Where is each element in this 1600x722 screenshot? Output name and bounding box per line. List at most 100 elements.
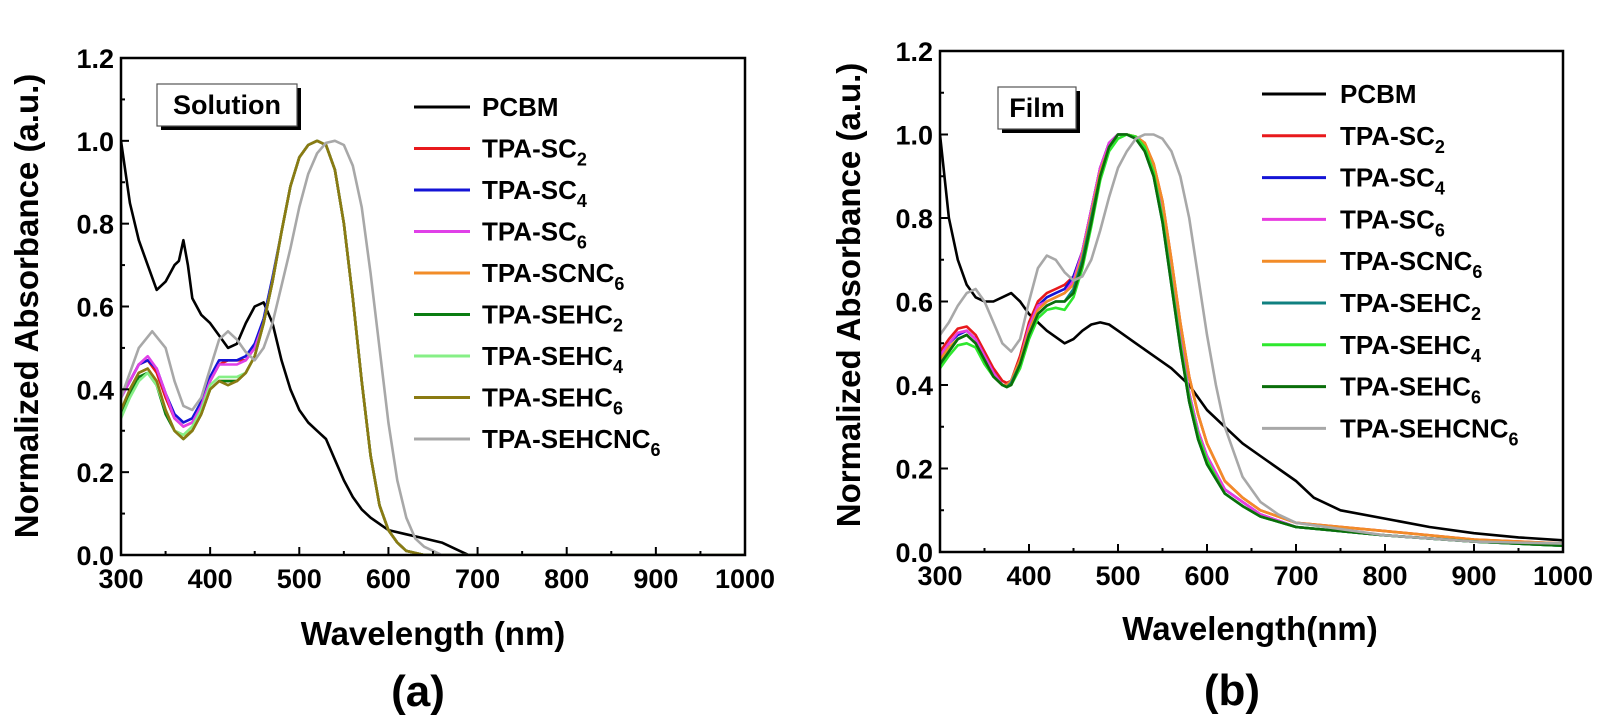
- legend-label-base: PCBM: [482, 92, 559, 122]
- legend-label-base: TPA-SC: [482, 217, 577, 247]
- x-tick-label: 400: [188, 564, 233, 594]
- x-tick-label: 900: [1451, 561, 1496, 591]
- legend-label-base: TPA-SCNC: [482, 258, 615, 288]
- y-tick-label: 0.6: [76, 293, 114, 323]
- series-line-tpa-sehc6: [940, 133, 1563, 547]
- panel-label: (a): [391, 667, 445, 716]
- legend-label: TPA-SEHC4: [1340, 330, 1481, 366]
- y-tick-label: 0.0: [895, 538, 933, 568]
- y-tick-label: 0.4: [76, 375, 114, 405]
- x-tick-label: 300: [98, 564, 143, 594]
- legend-label-base: TPA-SEHCNC: [1340, 413, 1509, 443]
- series-line-tpa-sehc6: [121, 139, 745, 555]
- x-axis-label: Wavelength (nm): [301, 615, 566, 652]
- x-tick-label: 1000: [715, 564, 775, 594]
- legend-label-subscript: 6: [1509, 429, 1519, 449]
- legend-label: PCBM: [482, 92, 559, 122]
- legend-label-subscript: 2: [1471, 304, 1481, 324]
- x-tick-label: 800: [544, 564, 589, 594]
- legend-label-subscript: 4: [613, 357, 623, 377]
- legend-label-base: TPA-SC: [1340, 121, 1435, 151]
- legend-label-base: TPA-SEHC: [1340, 330, 1471, 360]
- y-tick-label: 0.6: [895, 288, 933, 318]
- series-line-tpa-sc6: [121, 139, 745, 555]
- legend-label-base: TPA-SC: [1340, 204, 1435, 234]
- legend-label-subscript: 2: [577, 150, 587, 170]
- legend-label: TPA-SEHCNC6: [482, 424, 661, 460]
- series-line-tpa-sc6: [940, 133, 1563, 547]
- series-line-tpa-scnc6: [121, 139, 745, 555]
- legend-label-base: TPA-SEHC: [1340, 372, 1471, 402]
- y-tick-label: 0.0: [76, 541, 114, 571]
- x-tick-label: 500: [277, 564, 322, 594]
- x-tick-label: 500: [1095, 561, 1140, 591]
- chart-panel-a: 300 400 500 600 700 800 900 1000 0.0 0.2 0.4 0.6 0.8…: [8, 44, 775, 716]
- legend-label: TPA-SEHC4: [482, 341, 623, 377]
- series-line-pcbm: [940, 134, 1563, 542]
- y-axis-label: Normalized Absorbance (a.u.): [830, 63, 867, 528]
- x-tick-label: 800: [1362, 561, 1407, 591]
- legend-label: TPA-SC6: [482, 217, 587, 253]
- legend-label-base: TPA-SCNC: [1340, 246, 1473, 276]
- legend-label: TPA-SEHC2: [1340, 288, 1481, 324]
- series-line-tpa-sc2: [121, 139, 745, 555]
- legend-label-base: TPA-SEHCNC: [482, 424, 651, 454]
- legend-label: TPA-SC4: [1340, 163, 1445, 199]
- y-tick-label: 1.0: [895, 121, 933, 151]
- legend-label-subscript: 6: [1435, 220, 1445, 240]
- y-tick-label: 0.4: [895, 371, 933, 401]
- legend-label-subscript: 6: [613, 399, 623, 419]
- x-tick-label: 600: [366, 564, 411, 594]
- series-line-tpa-sehcnc6: [121, 139, 745, 555]
- y-tick-label: 1.2: [76, 44, 114, 74]
- y-tick-label: 0.2: [76, 458, 114, 488]
- x-tick-label: 900: [633, 564, 678, 594]
- legend-label: TPA-SEHC6: [482, 383, 623, 419]
- y-tick-label: 0.8: [895, 204, 933, 234]
- series-line-tpa-sc4: [121, 139, 745, 555]
- series-line-pcbm: [121, 140, 745, 555]
- legend: PCBMTPA-SC2TPA-SC4TPA-SC6TPA-SCNC6TPA-SE…: [414, 92, 661, 460]
- series-lines: [121, 139, 745, 555]
- series-line-tpa-sehcnc6: [940, 133, 1563, 545]
- legend-label-base: TPA-SC: [482, 134, 577, 164]
- legend-label-subscript: 6: [1472, 262, 1482, 282]
- x-tick-label: 300: [917, 561, 962, 591]
- y-tick-label: 0.2: [895, 455, 933, 485]
- series-lines: [940, 133, 1563, 547]
- x-axis-label: Wavelength(nm): [1122, 610, 1377, 647]
- x-tick-label: 700: [1273, 561, 1318, 591]
- y-axis-label: Normalized Absorbance (a.u.): [8, 74, 45, 539]
- y-tick-label: 0.8: [76, 210, 114, 240]
- legend-label-subscript: 4: [1471, 346, 1481, 366]
- legend-label: TPA-SEHCNC6: [1340, 413, 1519, 449]
- chart-panel-b: 300 400 500 600 700 800 900 1000 0.0 0.2 0.4 0.6 0.8…: [830, 37, 1593, 715]
- y-tick-label: 1.0: [76, 127, 114, 157]
- legend-label-subscript: 6: [577, 233, 587, 253]
- legend-label: TPA-SEHC2: [482, 300, 623, 336]
- legend-label: TPA-SC4: [482, 175, 587, 211]
- plot-frame: [119, 56, 747, 557]
- legend-label: PCBM: [1340, 79, 1417, 109]
- legend-label: TPA-SCNC6: [1340, 246, 1482, 282]
- legend-label-base: PCBM: [1340, 79, 1417, 109]
- inset-label: Solution: [173, 90, 281, 120]
- legend-label-subscript: 4: [1435, 179, 1445, 199]
- legend-label: TPA-SC2: [482, 134, 587, 170]
- legend-label-subscript: 4: [577, 191, 587, 211]
- legend-label-base: TPA-SEHC: [1340, 288, 1471, 318]
- legend-label-subscript: 6: [651, 440, 661, 460]
- inset-label: Film: [1009, 93, 1065, 123]
- x-tick-label: 700: [455, 564, 500, 594]
- legend-label-subscript: 2: [1435, 137, 1445, 157]
- legend-label-base: TPA-SEHC: [482, 341, 613, 371]
- legend-label-base: TPA-SEHC: [482, 300, 613, 330]
- legend-label-base: TPA-SC: [482, 175, 577, 205]
- legend-label-subscript: 6: [1471, 388, 1481, 408]
- inset-box: [997, 86, 1077, 130]
- x-tick-label: 400: [1006, 561, 1051, 591]
- y-tick-label: 1.2: [895, 37, 933, 67]
- legend-label: TPA-SCNC6: [482, 258, 624, 294]
- panel-label: (b): [1204, 666, 1260, 715]
